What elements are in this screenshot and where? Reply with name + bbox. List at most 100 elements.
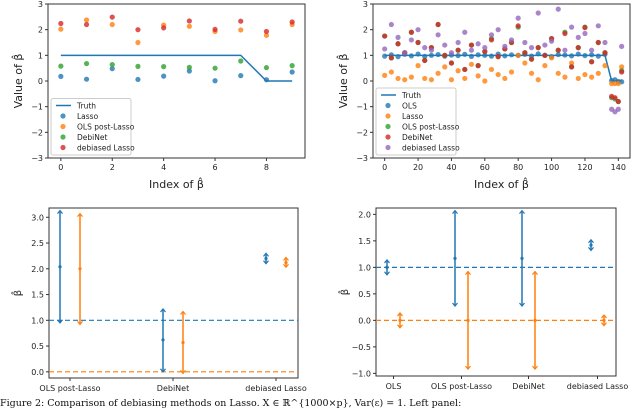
point-ols <box>475 52 481 58</box>
errorbar-panel-1: 0.0 0.5 1.0 1.5 2.0 2.5 3.0 β̂ OLS post-Lasso Deb… <box>10 207 307 393</box>
point-lasso <box>575 75 581 82</box>
estimate-point <box>58 265 62 269</box>
legend-label: Truth <box>76 102 96 111</box>
estimate-point <box>589 243 593 247</box>
lower-arrow-icon <box>57 319 63 324</box>
lower-arrow-icon <box>180 369 186 375</box>
point-ols <box>555 51 561 58</box>
point-lasso <box>428 77 435 83</box>
point-debinet <box>615 98 621 105</box>
lower-arrow-icon <box>263 260 269 265</box>
point-ols <box>415 51 421 57</box>
y-tick-label: 0 <box>363 77 368 86</box>
y-tick-label: −0.5 <box>352 343 371 352</box>
point-ols <box>508 52 515 58</box>
point-ols-post-lasso <box>186 23 192 29</box>
point-debiased-lasso <box>415 27 421 33</box>
point-lasso <box>415 63 421 69</box>
legend-label: debiased Lasso <box>77 144 135 153</box>
x-tick-label: 8 <box>264 163 269 172</box>
x-tick-label: debiased Lasso <box>567 382 629 391</box>
point-debiased-lasso <box>388 21 394 28</box>
point-ols <box>502 53 508 59</box>
x-tick-label: DebiNet <box>512 382 544 391</box>
point-debiased-lasso <box>186 18 192 24</box>
point-debiased-lasso <box>575 34 581 40</box>
point-debiased-lasso <box>619 43 625 49</box>
point-lasso <box>422 75 428 82</box>
y-tick-label: 1.5 <box>31 291 44 300</box>
point-debiased-lasso <box>382 46 388 52</box>
point-debinet <box>582 25 588 31</box>
estimate-point <box>520 256 524 260</box>
point-debinet <box>495 54 501 60</box>
legend-label: debiased Lasso <box>402 144 460 153</box>
y-tick-label: 3 <box>363 0 368 9</box>
point-debinet <box>468 42 475 48</box>
point-debinet <box>612 95 618 101</box>
point-lasso <box>382 72 388 78</box>
point-debinet <box>589 59 595 65</box>
point-debiased-lasso <box>109 14 115 20</box>
point-ols-post-lasso <box>83 17 90 23</box>
errorbar-panel-2: −1.0 −0.5 0.0 0.5 1.0 1.5 2.0 β̂ OLS OLS post-Las… <box>337 207 629 391</box>
point-lasso <box>595 70 601 76</box>
point-lasso <box>488 66 495 73</box>
point-lasso <box>212 78 218 84</box>
lower-arrow-icon <box>465 365 471 371</box>
point-debiased-lasso <box>475 41 481 47</box>
point-ols <box>422 53 428 59</box>
point-lasso <box>186 68 192 74</box>
y-tick-label: −3 <box>31 154 43 163</box>
y-axis-label: Value of β̂ <box>336 54 350 109</box>
point-lasso <box>462 75 468 82</box>
point-debiased-lasso <box>488 32 495 38</box>
point-debiased-lasso <box>568 24 575 30</box>
upper-arrow-icon <box>519 209 525 215</box>
point-debiased-lasso <box>548 38 555 44</box>
x-tick-label: 60 <box>480 163 490 172</box>
point-lasso <box>435 70 441 76</box>
x-tick-label: 80 <box>513 163 523 172</box>
scatter-panel-2: −3 −2 −1 0 1 2 3 0 20 40 60 80 100 120 140 Index of β̂ V… <box>336 0 631 191</box>
upper-arrow-icon <box>283 256 289 261</box>
figure-caption: Figure 2: Comparison of debiasing method… <box>0 398 462 409</box>
estimate-point <box>78 267 82 271</box>
point-debinet <box>408 29 414 35</box>
point-debiased-lasso <box>555 6 561 12</box>
point-debiased-lasso <box>562 47 568 53</box>
legend-swatch <box>60 144 66 151</box>
point-debiased-lasso <box>602 39 608 46</box>
upper-arrow-icon <box>384 258 390 264</box>
estimate-point <box>181 340 185 345</box>
point-ols <box>562 52 568 58</box>
point-lasso <box>582 71 588 78</box>
point-debinet <box>528 56 535 62</box>
point-ols <box>568 53 575 59</box>
legend-label: Lasso <box>77 112 99 121</box>
y-tick-label: 2.0 <box>31 265 44 274</box>
point-debiased-lasso <box>428 47 435 53</box>
y-tick-label: 3.0 <box>31 213 44 222</box>
point-lasso <box>602 63 608 69</box>
upper-arrow-icon <box>397 311 403 317</box>
point-lasso <box>388 69 394 75</box>
y-tick-label: 2.5 <box>31 239 44 248</box>
x-axis-label: Index of β̂ <box>474 177 529 191</box>
point-debinet <box>542 52 548 58</box>
point-lasso <box>109 66 115 72</box>
point-debinet <box>455 47 461 53</box>
point-debinet <box>515 23 521 29</box>
point-lasso <box>468 61 475 67</box>
y-axis-label: Value of β̂ <box>11 54 25 109</box>
point-debiased-lasso <box>422 45 428 51</box>
point-debinet <box>186 64 192 70</box>
point-lasso <box>589 74 595 80</box>
point-debinet <box>83 60 90 67</box>
estimate-point <box>602 318 606 322</box>
estimate-point <box>466 318 470 322</box>
point-debiased-lasso <box>482 45 488 51</box>
y-tick-label: 1 <box>363 51 368 60</box>
